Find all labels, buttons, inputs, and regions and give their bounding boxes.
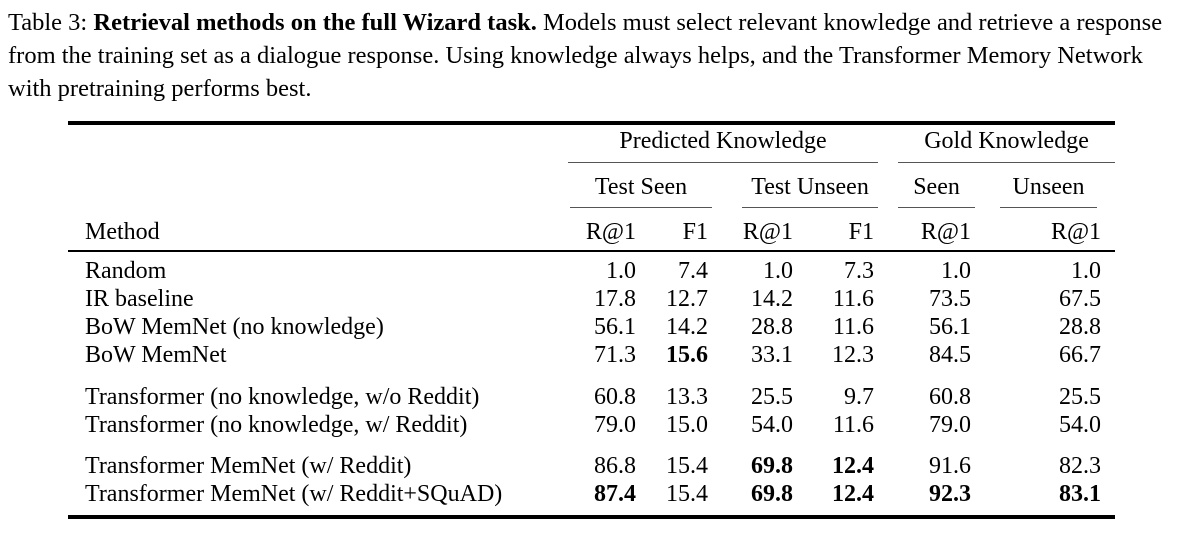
metric-cell: 86.8 xyxy=(594,453,636,479)
group-header-predicted-knowledge: Predicted Knowledge xyxy=(550,123,879,163)
metric-cell: 12.4 xyxy=(832,481,875,507)
metric-cell: 56.1 xyxy=(929,314,972,340)
group-header-gold-knowledge: Gold Knowledge xyxy=(878,123,1116,163)
table-row: Transformer (no knowledge, w/o Reddit) 60… xyxy=(68,370,1115,412)
table-row: Transformer MemNet (w/ Reddit+SQuAD) 87.4… xyxy=(68,481,1115,518)
subgroup-header-label: Seen xyxy=(898,163,976,208)
subgroup-header-seen: Seen xyxy=(878,163,976,208)
metric-cell: 11.6 xyxy=(832,286,875,312)
results-table-wrap: Predicted Knowledge Gold Knowledge Test … xyxy=(68,121,1185,519)
subgroup-header-unseen: Unseen xyxy=(975,163,1115,208)
method-cell: Transformer MemNet (w/ Reddit) xyxy=(85,453,412,479)
group-header-row: Predicted Knowledge Gold Knowledge xyxy=(68,123,1116,163)
metric-cell: 1.0 xyxy=(606,258,636,284)
column-header-r-at-1: R@1 xyxy=(712,208,797,252)
metric-cell: 60.8 xyxy=(929,383,972,410)
method-cell: IR baseline xyxy=(85,286,194,312)
metric-cell: 69.8 xyxy=(751,453,793,479)
metric-cell: 13.3 xyxy=(666,383,708,410)
metric-cell: 28.8 xyxy=(1059,314,1102,340)
metric-cell: 15.4 xyxy=(666,481,708,507)
metric-cell: 84.5 xyxy=(929,342,972,368)
metric-cell: 12.4 xyxy=(832,453,875,479)
caption-text: Models must select relevant knowledge an… xyxy=(8,9,1163,102)
metric-cell: 79.0 xyxy=(929,411,972,438)
metric-cell: 56.1 xyxy=(594,314,636,340)
metric-cell: 15.6 xyxy=(666,342,708,368)
metric-cell: 73.5 xyxy=(929,286,972,312)
metric-cell: 82.3 xyxy=(1059,453,1102,479)
empty-header-cell xyxy=(68,163,550,208)
metric-cell: 92.3 xyxy=(929,481,972,507)
subgroup-header-label: Test Unseen xyxy=(742,163,879,208)
empty-header-cell xyxy=(68,123,550,163)
metric-cell: 33.1 xyxy=(751,342,793,368)
subgroup-header-label: Unseen xyxy=(1000,163,1098,208)
metric-cell: 66.7 xyxy=(1059,342,1102,368)
metric-cell: 11.6 xyxy=(832,314,875,340)
metric-cell: 17.8 xyxy=(594,286,636,312)
metric-cell: 87.4 xyxy=(594,481,636,507)
caption-label: Table 3: xyxy=(8,9,94,36)
group-header-label: Gold Knowledge xyxy=(898,125,1116,163)
table-row: IR baseline 17.8 12.7 14.2 11.6 73.5 67.5 xyxy=(68,286,1115,314)
metric-cell: 1.0 xyxy=(1071,258,1102,284)
subgroup-header-test-unseen: Test Unseen xyxy=(712,163,879,208)
metric-cell: 1.0 xyxy=(941,258,972,284)
table-row: Random 1.0 7.4 1.0 7.3 1.0 1.0 xyxy=(68,251,1115,286)
metric-cell: 67.5 xyxy=(1059,286,1102,312)
metric-cell: 69.8 xyxy=(751,481,793,507)
table-row: Transformer (no knowledge, w/ Reddit) 79.… xyxy=(68,411,1115,439)
column-header-r-at-1: R@1 xyxy=(878,208,976,252)
metric-cell: 7.3 xyxy=(844,258,875,284)
table-row: BoW MemNet 71.3 15.6 33.1 12.3 84.5 66.7 xyxy=(68,342,1115,370)
column-header-r-at-1: R@1 xyxy=(550,208,640,252)
column-header-f1: F1 xyxy=(797,208,879,252)
metric-cell: 12.7 xyxy=(666,286,708,312)
method-cell: BoW MemNet (no knowledge) xyxy=(85,314,384,340)
column-header-f1: F1 xyxy=(640,208,712,252)
column-header-r-at-1: R@1 xyxy=(975,208,1116,252)
caption-title: Retrieval methods on the full Wizard tas… xyxy=(93,9,537,36)
metric-cell: 1.0 xyxy=(763,258,793,284)
metric-cell: 60.8 xyxy=(594,383,636,410)
subgroup-header-label: Test Seen xyxy=(570,163,712,208)
subgroup-header-test-seen: Test Seen xyxy=(550,163,712,208)
metric-cell: 79.0 xyxy=(594,411,636,438)
results-table: Predicted Knowledge Gold Knowledge Test … xyxy=(68,121,1116,519)
metric-cell: 71.3 xyxy=(594,342,636,368)
method-cell: Transformer MemNet (w/ Reddit+SQuAD) xyxy=(85,481,503,507)
method-cell: BoW MemNet xyxy=(85,342,227,368)
metric-cell: 25.5 xyxy=(751,383,793,410)
metric-cell: 54.0 xyxy=(1059,411,1102,438)
group-header-label: Predicted Knowledge xyxy=(568,125,879,163)
column-header-row: Method R@1 F1 R@1 F1 R@1 R@1 xyxy=(68,208,1116,252)
metric-cell: 25.5 xyxy=(1059,383,1102,410)
metric-cell: 12.3 xyxy=(832,342,875,368)
metric-cell: 83.1 xyxy=(1059,481,1102,507)
method-cell: Random xyxy=(85,258,167,284)
method-cell: Transformer (no knowledge, w/o Reddit) xyxy=(85,383,480,410)
table-row: BoW MemNet (no knowledge) 56.1 14.2 28.8 11.… xyxy=(68,314,1115,342)
metric-cell: 14.2 xyxy=(666,314,708,340)
metric-cell: 11.6 xyxy=(832,411,875,438)
metric-cell: 54.0 xyxy=(751,411,793,438)
metric-cell: 14.2 xyxy=(751,286,793,312)
metric-cell: 9.7 xyxy=(844,383,875,410)
table-caption: Table 3: Retrieval methods on the full W… xyxy=(0,0,1185,105)
table-row: Transformer MemNet (w/ Reddit) 86.8 15.4 69… xyxy=(68,439,1115,481)
table-body: Random 1.0 7.4 1.0 7.3 1.0 1.0 IR baseline 17.8 1… xyxy=(68,251,1115,517)
metric-cell: 15.4 xyxy=(666,453,708,479)
metric-cell: 7.4 xyxy=(678,258,708,284)
metric-cell: 28.8 xyxy=(751,314,793,340)
method-cell: Transformer (no knowledge, w/ Reddit) xyxy=(85,411,468,438)
metric-cell: 15.0 xyxy=(666,411,708,438)
metric-cell: 91.6 xyxy=(929,453,972,479)
method-column-header: Method xyxy=(68,208,550,252)
subgroup-header-row: Test Seen Test Unseen Seen Unseen xyxy=(68,163,1115,208)
